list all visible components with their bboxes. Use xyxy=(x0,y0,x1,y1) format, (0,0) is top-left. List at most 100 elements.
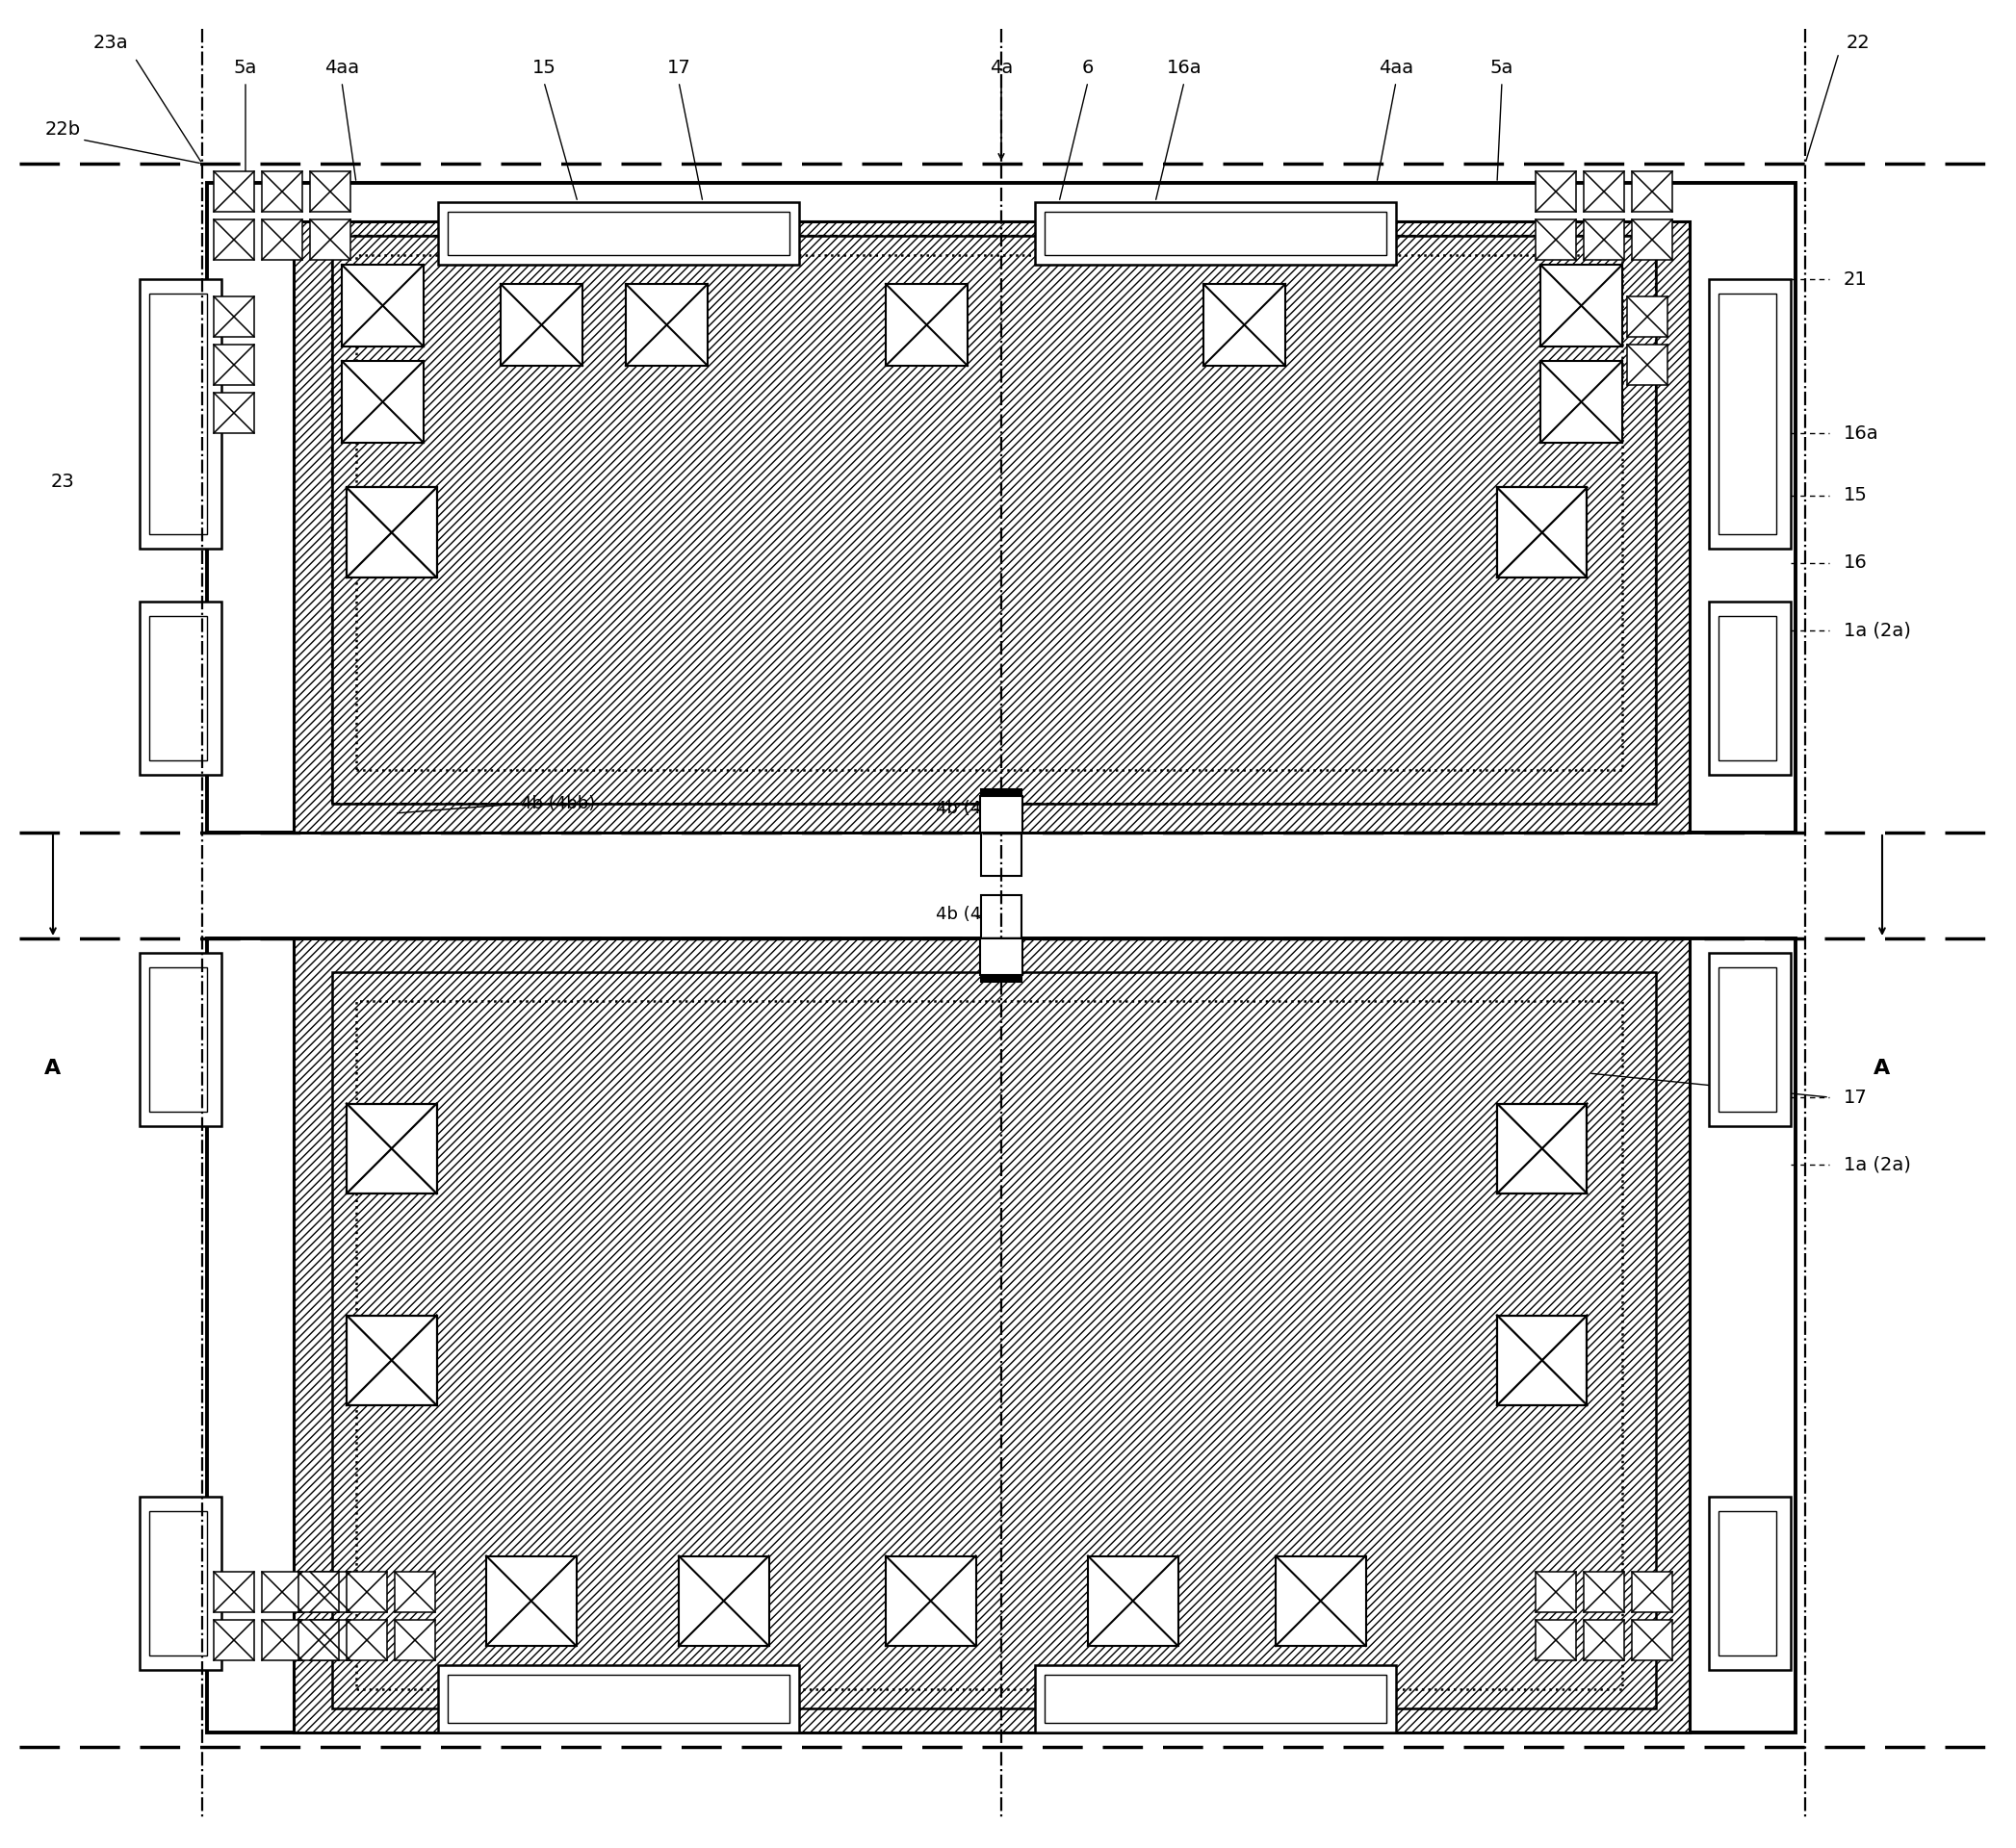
Bar xyxy=(347,1573,387,1611)
Bar xyxy=(1631,172,1673,213)
Bar xyxy=(1498,1316,1587,1404)
Bar xyxy=(1585,220,1625,261)
Bar xyxy=(149,615,208,760)
Text: 4aa: 4aa xyxy=(325,59,359,76)
Bar xyxy=(333,972,1655,1708)
Bar xyxy=(294,939,1689,1733)
Bar xyxy=(1204,285,1286,366)
Bar xyxy=(486,1556,577,1647)
Bar xyxy=(1536,220,1577,261)
Bar xyxy=(298,1573,339,1611)
Bar xyxy=(139,279,222,549)
Bar xyxy=(310,1573,351,1611)
Bar xyxy=(262,1621,302,1660)
Bar xyxy=(214,1573,254,1611)
Text: 23: 23 xyxy=(50,471,75,490)
Bar xyxy=(343,360,423,444)
Bar xyxy=(1710,1497,1790,1671)
Bar xyxy=(214,1621,254,1660)
Text: 4b (4ba): 4b (4ba) xyxy=(935,800,1010,817)
Bar xyxy=(347,1103,437,1194)
Bar xyxy=(343,264,423,347)
Bar xyxy=(139,954,222,1125)
Bar xyxy=(214,296,254,336)
Bar xyxy=(1536,1621,1577,1660)
Text: 22b: 22b xyxy=(44,120,81,139)
Bar xyxy=(214,344,254,384)
Text: 17: 17 xyxy=(667,59,691,76)
Text: 4b (4bb): 4b (4bb) xyxy=(522,795,595,813)
Bar xyxy=(1710,954,1790,1125)
Text: A: A xyxy=(1875,1059,1891,1077)
Bar xyxy=(294,222,1689,833)
Bar xyxy=(310,220,351,261)
Bar xyxy=(679,1556,768,1647)
Bar xyxy=(1631,1573,1673,1611)
Bar xyxy=(294,939,1689,1733)
Bar xyxy=(310,172,351,213)
Bar xyxy=(1718,1512,1776,1656)
Bar xyxy=(347,1621,387,1660)
Bar xyxy=(1034,201,1395,264)
Text: 4a: 4a xyxy=(990,59,1012,76)
Bar xyxy=(982,894,1022,939)
Bar xyxy=(1536,172,1577,213)
Bar xyxy=(1089,1556,1177,1647)
Bar xyxy=(347,488,437,577)
Bar xyxy=(395,1621,435,1660)
Bar xyxy=(1718,615,1776,760)
Bar xyxy=(982,939,1022,981)
Text: 21: 21 xyxy=(1845,270,1867,288)
Bar xyxy=(1718,967,1776,1112)
Bar xyxy=(214,172,254,213)
Bar xyxy=(139,1497,222,1671)
Bar xyxy=(357,255,1623,771)
Text: 16: 16 xyxy=(1845,554,1867,573)
Bar xyxy=(333,237,1655,804)
Bar xyxy=(982,833,1022,876)
Bar xyxy=(982,789,1022,833)
Bar xyxy=(500,285,583,366)
Text: 23a: 23a xyxy=(93,33,129,52)
Bar xyxy=(625,285,708,366)
Bar xyxy=(1718,294,1776,534)
Bar xyxy=(208,939,1796,1733)
Bar xyxy=(139,602,222,774)
Bar xyxy=(1631,1621,1673,1660)
Bar xyxy=(1044,213,1387,255)
Bar xyxy=(980,796,1022,833)
Text: 17: 17 xyxy=(1845,1088,1867,1107)
Text: 16a: 16a xyxy=(1845,423,1879,442)
Text: 16a: 16a xyxy=(1167,59,1202,76)
Bar xyxy=(1585,1573,1625,1611)
Bar xyxy=(262,172,302,213)
Bar xyxy=(437,1665,798,1733)
Bar xyxy=(885,1556,976,1647)
Bar xyxy=(1631,220,1673,261)
Bar xyxy=(262,1573,302,1611)
Text: 1a (2a): 1a (2a) xyxy=(1845,621,1911,639)
Bar xyxy=(1627,296,1667,336)
Bar xyxy=(1034,1665,1395,1733)
Text: 15: 15 xyxy=(1845,486,1867,505)
Bar xyxy=(1540,360,1623,444)
Bar xyxy=(298,1621,339,1660)
Bar xyxy=(149,294,208,534)
Text: 15: 15 xyxy=(532,59,556,76)
Bar xyxy=(1585,1621,1625,1660)
Bar xyxy=(262,220,302,261)
Bar xyxy=(885,285,968,366)
Bar xyxy=(1276,1556,1365,1647)
Bar xyxy=(149,967,208,1112)
Bar xyxy=(448,213,790,255)
Bar xyxy=(980,939,1022,976)
Bar xyxy=(1627,344,1667,384)
Text: 5a: 5a xyxy=(234,59,258,76)
Bar xyxy=(294,222,1689,833)
Bar xyxy=(149,1512,208,1656)
Bar xyxy=(1498,1103,1587,1194)
Bar xyxy=(1710,602,1790,774)
Bar xyxy=(1498,488,1587,577)
Text: 6: 6 xyxy=(1083,59,1095,76)
Text: A: A xyxy=(44,1059,60,1077)
